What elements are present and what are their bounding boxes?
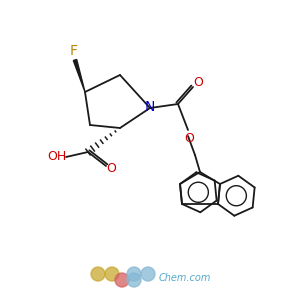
Circle shape <box>105 267 119 281</box>
Circle shape <box>115 273 129 287</box>
Circle shape <box>127 273 141 287</box>
Polygon shape <box>73 59 85 92</box>
Text: N: N <box>145 100 155 114</box>
Text: OH: OH <box>47 151 67 164</box>
Text: Chem.com: Chem.com <box>159 273 211 283</box>
Circle shape <box>141 267 155 281</box>
Text: F: F <box>70 44 78 58</box>
Text: O: O <box>106 163 116 176</box>
Circle shape <box>127 267 141 281</box>
Text: O: O <box>193 76 203 89</box>
Circle shape <box>91 267 105 281</box>
Text: O: O <box>184 133 194 146</box>
